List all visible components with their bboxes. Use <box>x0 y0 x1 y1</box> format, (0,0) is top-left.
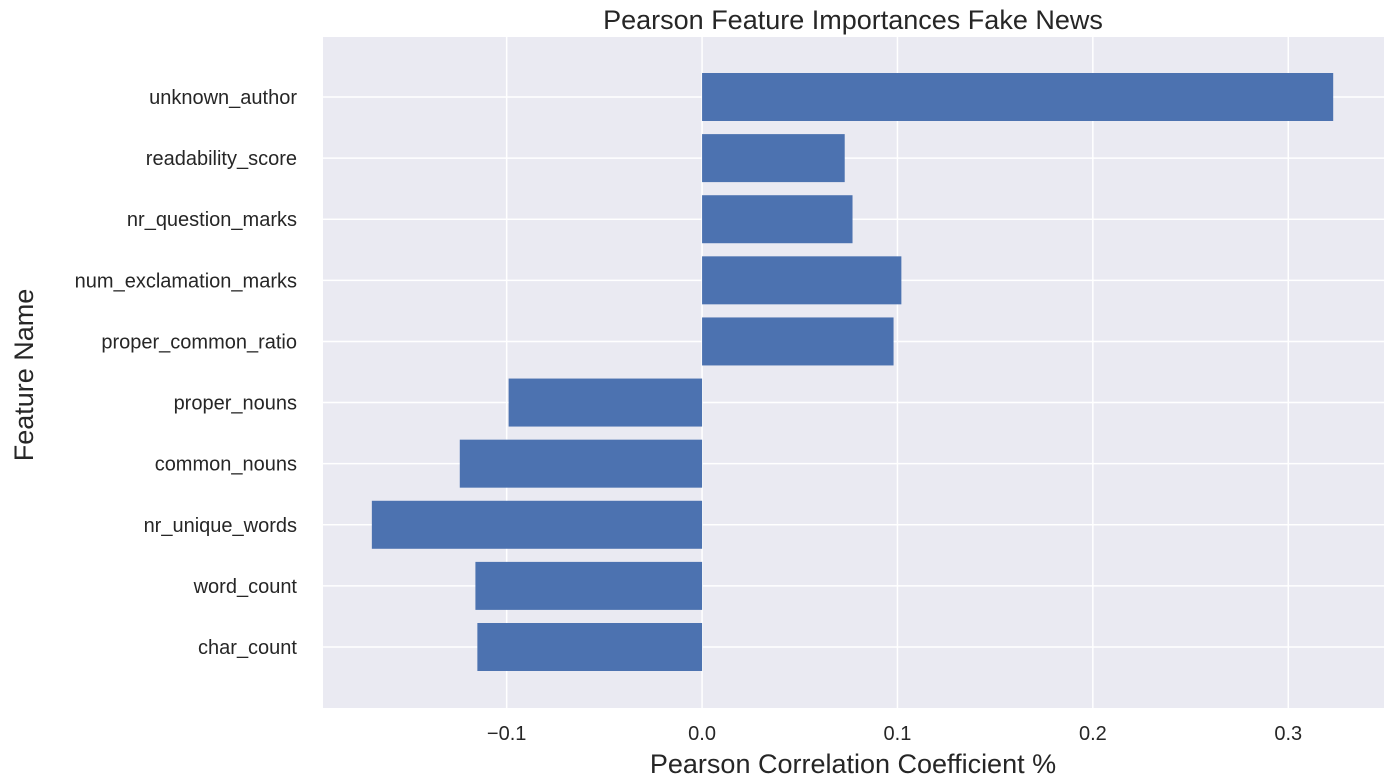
bars <box>371 73 1334 671</box>
y-tick-label: proper_nouns <box>174 393 297 415</box>
bar-unknown-author <box>702 73 1334 121</box>
bar-nr-unique-words <box>371 500 703 549</box>
x-axis-label: Pearson Correlation Coefficient % <box>650 749 1056 779</box>
bar-nr-question-marks <box>702 195 853 244</box>
x-tick-label: 0.3 <box>1274 723 1302 745</box>
bar-char-count <box>477 623 703 671</box>
bar-readability-score <box>702 134 845 183</box>
y-tick-labels: unknown_author readability_score nr_questi… <box>75 87 298 659</box>
x-tick-label: −0.1 <box>487 723 526 745</box>
y-tick-label: proper_common_ratio <box>101 331 297 353</box>
y-axis-label: Feature Name <box>9 289 39 462</box>
y-tick-label: num_exclamation_marks <box>75 270 297 292</box>
bar-common-nouns <box>459 439 703 488</box>
chart-title: Pearson Feature Importances Fake News <box>603 5 1103 35</box>
bar-num-exclamation-marks <box>702 256 902 305</box>
x-tick-label: 0.1 <box>884 723 912 745</box>
bar-proper-common-ratio <box>702 317 894 366</box>
bar-word-count <box>475 561 703 610</box>
y-tick-label: common_nouns <box>155 454 297 476</box>
y-tick-label: nr_question_marks <box>127 209 297 231</box>
x-tick-labels: −0.1 0.0 0.1 0.2 0.3 <box>487 723 1302 745</box>
y-tick-label: readability_score <box>146 148 297 170</box>
y-tick-label: unknown_author <box>149 87 297 109</box>
bar-proper-nouns <box>508 378 703 427</box>
y-tick-label: char_count <box>198 637 297 659</box>
x-tick-label: 0.2 <box>1079 723 1107 745</box>
x-tick-label: 0.0 <box>688 723 716 745</box>
y-tick-label: nr_unique_words <box>144 515 297 537</box>
y-tick-label: word_count <box>193 576 298 598</box>
